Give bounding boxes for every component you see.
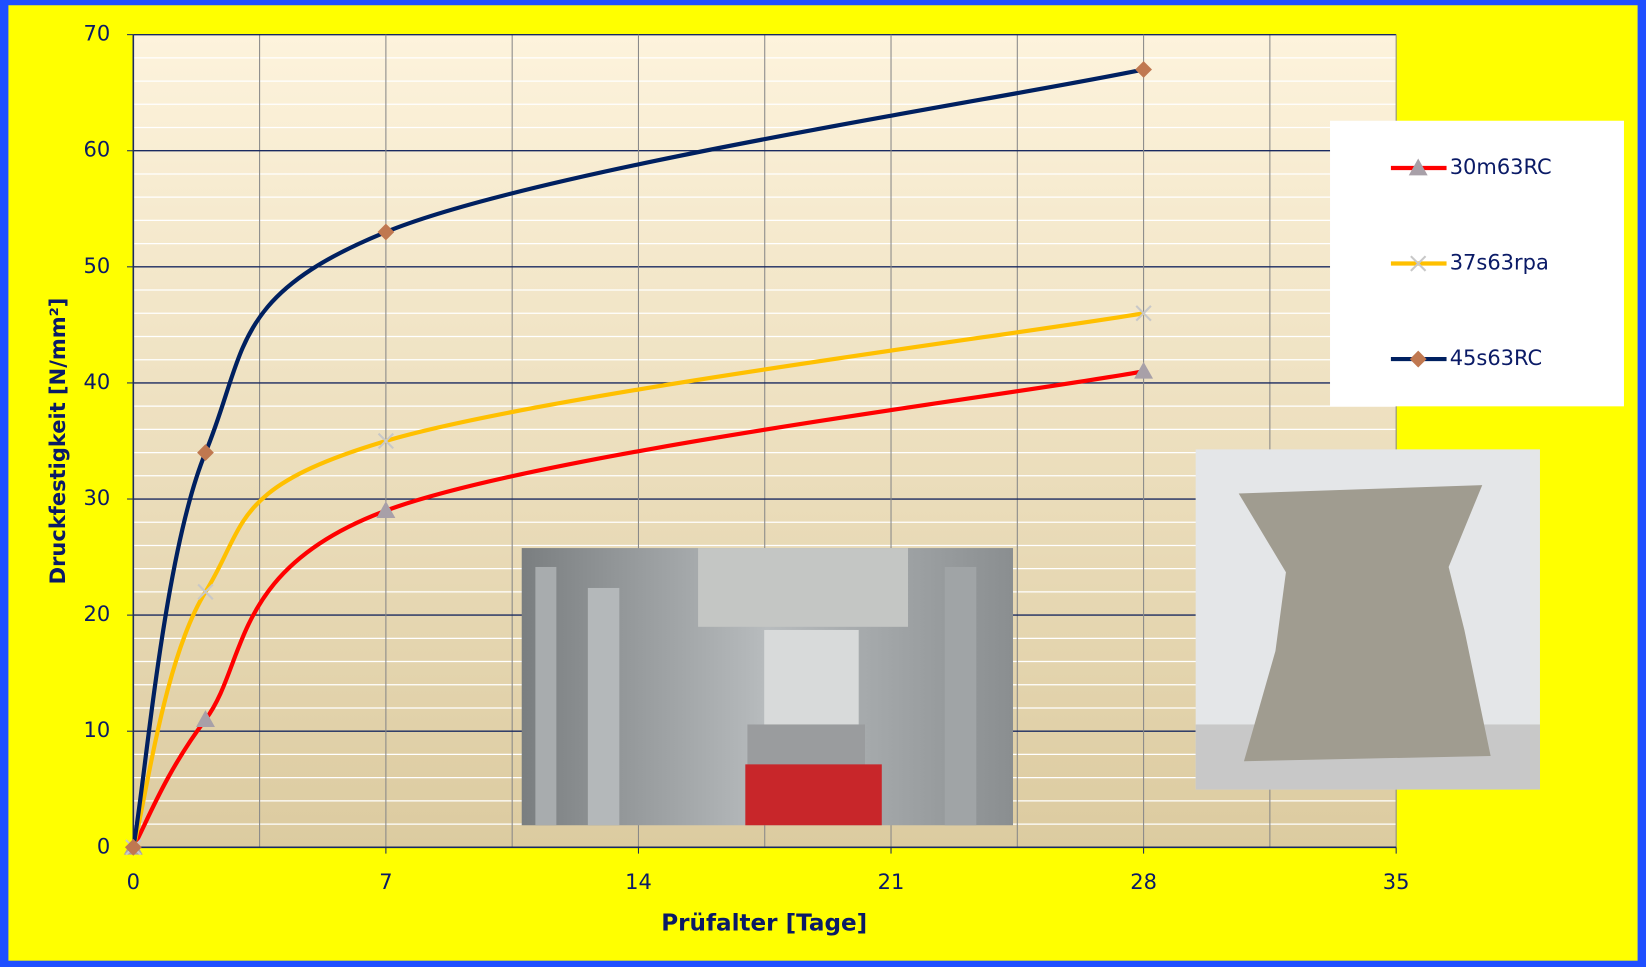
x-tick-label: 28 xyxy=(1130,870,1157,894)
y-tick-label: 60 xyxy=(84,138,111,162)
specimen-photo xyxy=(1195,449,1540,790)
marker xyxy=(377,432,394,450)
series-line xyxy=(131,67,1145,848)
y-tick-label: 40 xyxy=(84,370,111,394)
y-tick-label: 0 xyxy=(97,834,110,858)
y-tick-label: 70 xyxy=(84,22,111,46)
legend xyxy=(1330,120,1624,407)
marker xyxy=(1135,305,1152,322)
press-photo xyxy=(521,548,1014,826)
series-line xyxy=(131,369,1144,849)
marker xyxy=(1408,158,1428,176)
y-tick-label: 50 xyxy=(84,254,111,278)
y-tick-label: 10 xyxy=(84,718,111,742)
y-tick-label: 30 xyxy=(84,486,111,510)
x-tick-label: 7 xyxy=(379,870,392,894)
y-axis-label: Druckfestigkeit [N/mm²] xyxy=(46,298,70,585)
marker xyxy=(1134,361,1154,379)
marker xyxy=(124,838,142,856)
series-line xyxy=(131,311,1144,848)
marker xyxy=(376,501,396,518)
legend-label: 37s63rpa xyxy=(1450,251,1549,275)
x-tick-label: 14 xyxy=(625,870,652,894)
marker xyxy=(1135,61,1152,78)
marker xyxy=(1409,350,1427,368)
y-tick-label: 20 xyxy=(84,602,111,626)
marker xyxy=(1410,255,1427,272)
legend-label: 45s63RC xyxy=(1450,346,1543,370)
legend-label: 30m63RC xyxy=(1450,155,1552,179)
x-tick-label: 35 xyxy=(1383,870,1410,894)
x-tick-label: 0 xyxy=(127,870,140,894)
marker xyxy=(196,710,215,727)
marker xyxy=(377,223,395,241)
x-tick-label: 21 xyxy=(878,870,905,894)
marker xyxy=(197,583,214,600)
x-axis-label: Prüfalter [Tage] xyxy=(661,910,867,936)
